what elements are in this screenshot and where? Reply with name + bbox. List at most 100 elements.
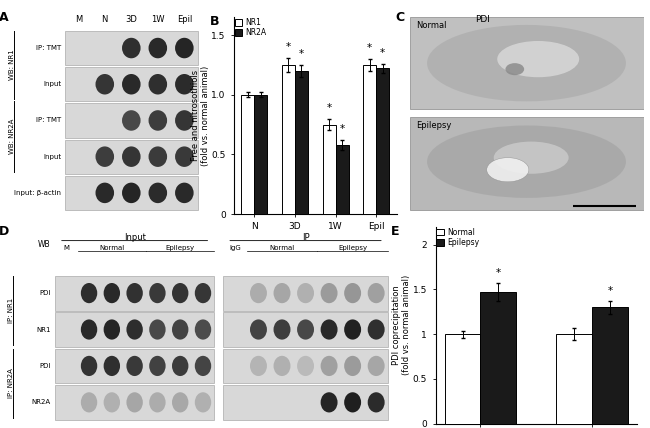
Text: IP: NR1: IP: NR1 <box>8 298 14 323</box>
Ellipse shape <box>149 74 167 95</box>
Bar <box>592 307 628 424</box>
Text: IP: TMT: IP: TMT <box>36 117 61 123</box>
Bar <box>223 276 388 311</box>
Ellipse shape <box>149 183 167 203</box>
Ellipse shape <box>368 392 385 413</box>
Bar <box>65 176 198 210</box>
Ellipse shape <box>195 283 211 303</box>
Bar <box>55 276 214 311</box>
Text: NR1: NR1 <box>36 327 51 333</box>
Ellipse shape <box>427 25 626 101</box>
Y-axis label: Free and nitrosothiols
(fold vs. normal animal): Free and nitrosothiols (fold vs. normal … <box>190 65 210 166</box>
Ellipse shape <box>250 283 267 303</box>
Text: IgG: IgG <box>229 246 240 252</box>
Text: *: * <box>299 49 304 59</box>
Text: IP: TMT: IP: TMT <box>36 45 61 51</box>
Ellipse shape <box>150 392 166 413</box>
Bar <box>55 348 214 383</box>
Ellipse shape <box>126 319 143 340</box>
Ellipse shape <box>149 146 167 167</box>
Bar <box>363 65 376 214</box>
Ellipse shape <box>250 319 267 340</box>
Text: PDI: PDI <box>475 15 490 24</box>
Ellipse shape <box>122 38 140 58</box>
Text: *: * <box>380 48 385 58</box>
Ellipse shape <box>274 356 291 376</box>
Ellipse shape <box>126 356 143 376</box>
Ellipse shape <box>96 74 114 95</box>
Text: 1W: 1W <box>151 15 164 24</box>
Text: Input: β-actin: Input: β-actin <box>14 190 61 196</box>
Ellipse shape <box>126 283 143 303</box>
Text: *: * <box>326 103 332 113</box>
Bar <box>65 104 198 137</box>
Ellipse shape <box>175 146 194 167</box>
Ellipse shape <box>96 146 114 167</box>
Text: Input: Input <box>43 81 61 87</box>
Ellipse shape <box>103 283 120 303</box>
Y-axis label: PDI coprecipitation
(fold vs. normal animal): PDI coprecipitation (fold vs. normal ani… <box>392 275 411 375</box>
Text: *: * <box>496 268 501 278</box>
Bar <box>254 95 267 214</box>
Ellipse shape <box>172 319 188 340</box>
Ellipse shape <box>195 356 211 376</box>
Text: WB: NR2A: WB: NR2A <box>9 119 16 154</box>
Text: N: N <box>101 15 108 24</box>
Bar <box>65 67 198 101</box>
Ellipse shape <box>297 356 314 376</box>
Ellipse shape <box>344 356 361 376</box>
Text: WB: WB <box>38 240 51 249</box>
Text: PDI: PDI <box>40 290 51 296</box>
Bar <box>556 334 592 424</box>
Bar <box>322 125 335 214</box>
Text: A: A <box>0 11 8 24</box>
Text: M: M <box>75 15 82 24</box>
Text: Normal: Normal <box>99 246 124 252</box>
Bar <box>376 68 389 214</box>
Bar <box>241 95 254 214</box>
Text: *: * <box>339 124 344 134</box>
Legend: NR1, NR2A: NR1, NR2A <box>235 18 266 37</box>
Ellipse shape <box>81 392 98 413</box>
Bar <box>335 145 348 214</box>
Ellipse shape <box>274 283 291 303</box>
Bar <box>65 31 198 65</box>
Ellipse shape <box>122 146 140 167</box>
Text: Normal: Normal <box>417 21 447 30</box>
Legend: Normal, Epilepsy: Normal, Epilepsy <box>436 228 479 247</box>
Bar <box>223 348 388 383</box>
Bar <box>410 117 644 210</box>
Text: C: C <box>395 11 404 24</box>
Ellipse shape <box>297 319 314 340</box>
Text: *: * <box>607 286 612 296</box>
Ellipse shape <box>344 392 361 413</box>
Bar <box>223 385 388 420</box>
Ellipse shape <box>494 142 569 174</box>
Ellipse shape <box>150 319 166 340</box>
Text: IP: NR2A: IP: NR2A <box>8 369 14 398</box>
Bar <box>295 71 308 214</box>
Ellipse shape <box>320 283 337 303</box>
Text: B: B <box>209 15 219 28</box>
Text: Epilepsy: Epilepsy <box>166 246 195 252</box>
Ellipse shape <box>297 283 314 303</box>
Ellipse shape <box>150 356 166 376</box>
Ellipse shape <box>126 392 143 413</box>
Ellipse shape <box>368 356 385 376</box>
Ellipse shape <box>195 319 211 340</box>
Ellipse shape <box>368 319 385 340</box>
Ellipse shape <box>487 158 529 182</box>
Bar <box>282 65 295 214</box>
Text: IP: IP <box>302 233 309 242</box>
Ellipse shape <box>81 283 98 303</box>
Ellipse shape <box>427 125 626 198</box>
Ellipse shape <box>172 392 188 413</box>
Ellipse shape <box>344 319 361 340</box>
Ellipse shape <box>320 319 337 340</box>
Bar <box>55 312 214 347</box>
Ellipse shape <box>81 319 98 340</box>
Ellipse shape <box>175 183 194 203</box>
Ellipse shape <box>172 283 188 303</box>
Text: Epil: Epil <box>177 15 192 24</box>
Ellipse shape <box>344 283 361 303</box>
